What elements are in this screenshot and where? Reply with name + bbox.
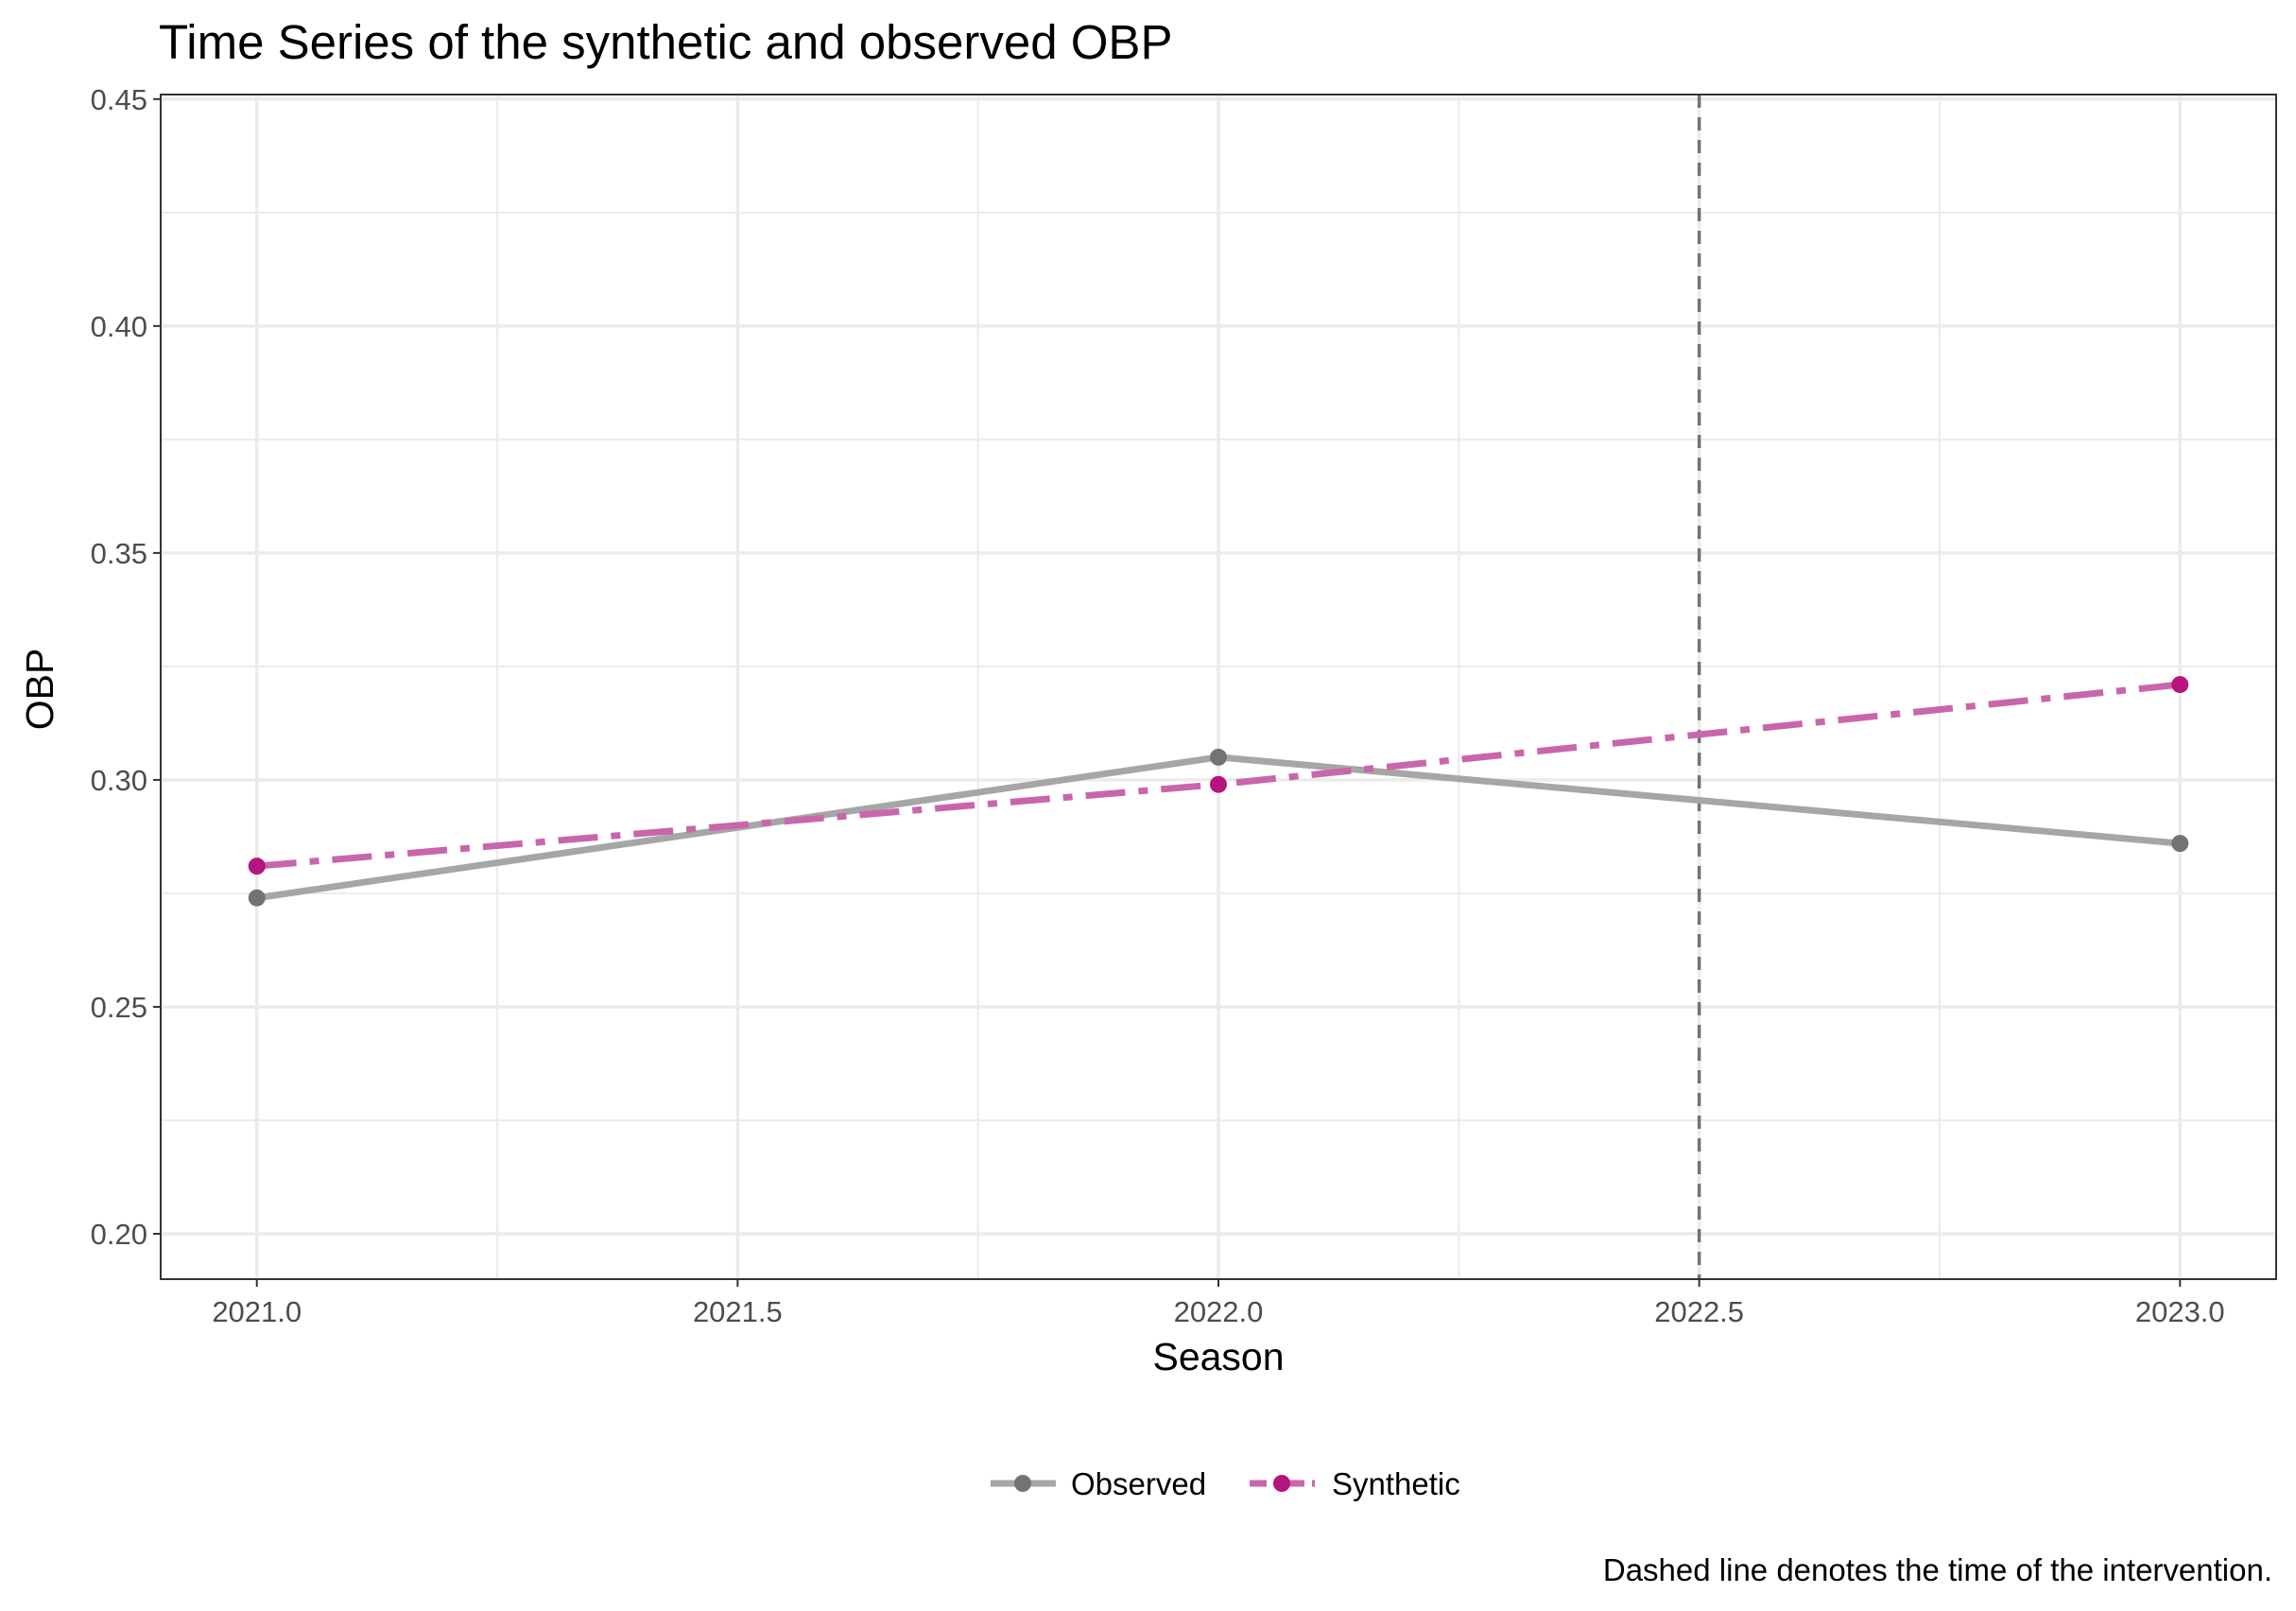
observed-data-point [248, 889, 266, 907]
y-tick-label: 0.45 [91, 83, 147, 116]
chart-caption: Dashed line denotes the time of the inte… [1603, 1552, 2272, 1587]
y-tick-label: 0.40 [91, 310, 147, 343]
legend-key-point-synthetic [1273, 1475, 1290, 1492]
y-tick-label: 0.25 [91, 991, 147, 1024]
synthetic-data-point [1210, 775, 1227, 793]
chart-title: Time Series of the synthetic and observe… [159, 15, 1172, 69]
x-tick-label: 2023.0 [2135, 1295, 2225, 1328]
synthetic-data-point [248, 857, 266, 875]
observed-data-point [2171, 835, 2189, 853]
legend-label-synthetic: Synthetic [1332, 1466, 1460, 1501]
series-layer [248, 676, 2189, 907]
x-tick-label: 2021.0 [212, 1295, 302, 1328]
x-axis-title: Season [1152, 1335, 1284, 1378]
legend-key-point-observed [1014, 1475, 1031, 1492]
x-tick-label: 2022.0 [1174, 1295, 1264, 1328]
major-gridlines [161, 95, 2276, 1279]
x-tick-label: 2022.5 [1654, 1295, 1744, 1328]
y-axis-ticks: 0.20 0.25 0.30 0.35 0.40 0.45 [91, 83, 161, 1251]
observed-data-point [1210, 748, 1227, 766]
x-axis-ticks: 2021.0 2021.5 2022.0 2022.5 2023.0 [212, 1279, 2225, 1328]
y-tick-label: 0.30 [91, 764, 147, 797]
y-tick-label: 0.20 [91, 1218, 147, 1251]
synthetic-data-point [2171, 676, 2189, 694]
x-tick-label: 2021.5 [693, 1295, 783, 1328]
legend: Observed Synthetic [991, 1466, 1460, 1501]
y-tick-label: 0.35 [91, 537, 147, 570]
legend-label-observed: Observed [1071, 1466, 1206, 1501]
y-axis-title: OBP [18, 649, 61, 731]
